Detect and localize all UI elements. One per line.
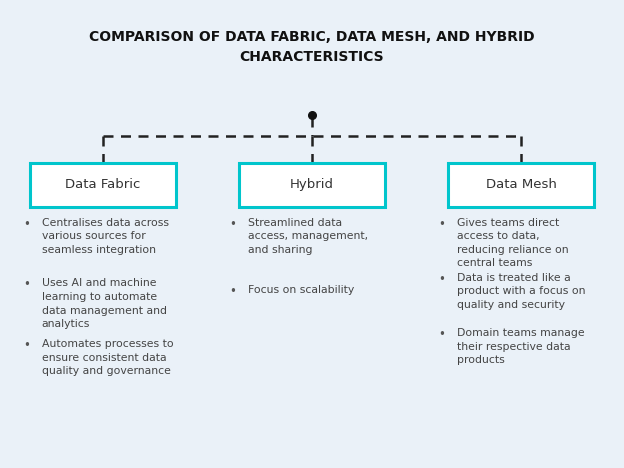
- Text: Data Fabric: Data Fabric: [66, 178, 140, 191]
- Text: Centralises data across
various sources for
seamless integration: Centralises data across various sources …: [42, 218, 169, 255]
- Text: Streamlined data
access, management,
and sharing: Streamlined data access, management, and…: [248, 218, 368, 255]
- Text: •: •: [24, 339, 31, 352]
- Text: Focus on scalability: Focus on scalability: [248, 285, 354, 295]
- Text: Hybrid: Hybrid: [290, 178, 334, 191]
- FancyBboxPatch shape: [238, 162, 385, 207]
- Text: COMPARISON OF DATA FABRIC, DATA MESH, AND HYBRID
CHARACTERISTICS: COMPARISON OF DATA FABRIC, DATA MESH, AN…: [89, 30, 535, 64]
- FancyBboxPatch shape: [30, 162, 176, 207]
- Text: •: •: [24, 218, 31, 231]
- Text: •: •: [230, 218, 236, 231]
- Text: •: •: [439, 328, 446, 341]
- Text: Domain teams manage
their respective data
products: Domain teams manage their respective dat…: [457, 328, 585, 365]
- FancyBboxPatch shape: [448, 162, 594, 207]
- Text: •: •: [439, 273, 446, 286]
- Text: Automates processes to
ensure consistent data
quality and governance: Automates processes to ensure consistent…: [42, 339, 173, 376]
- Text: Uses AI and machine
learning to automate
data management and
analytics: Uses AI and machine learning to automate…: [42, 278, 167, 329]
- Text: •: •: [24, 278, 31, 292]
- Text: •: •: [439, 218, 446, 231]
- Text: Data is treated like a
product with a focus on
quality and security: Data is treated like a product with a fo…: [457, 273, 585, 310]
- Text: Gives teams direct
access to data,
reducing reliance on
central teams: Gives teams direct access to data, reduc…: [457, 218, 568, 269]
- Text: •: •: [230, 285, 236, 299]
- Text: Data Mesh: Data Mesh: [485, 178, 557, 191]
